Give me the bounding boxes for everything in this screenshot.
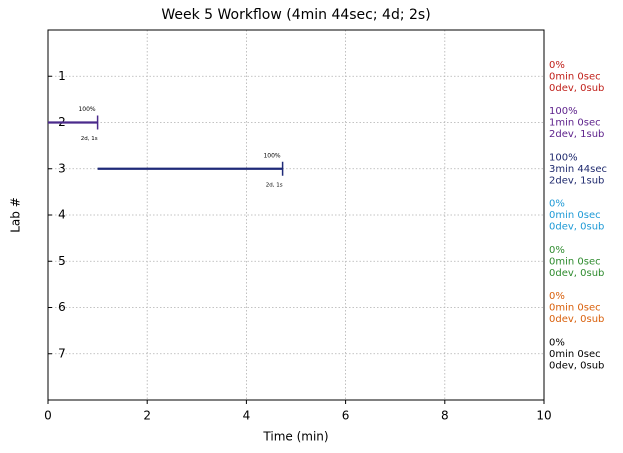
- segment-label: 100%: [78, 106, 95, 113]
- lab-annotation: 100%: [549, 106, 578, 117]
- lab-annotation: 3min 44sec: [549, 164, 607, 175]
- lab-annotation: 100%: [549, 152, 578, 163]
- lab-annotation: 0dev, 0sub: [549, 222, 604, 233]
- chart-title: Week 5 Workflow (4min 44sec; 4d; 2s): [161, 7, 430, 23]
- segment-label: 2d, 1s: [266, 182, 283, 188]
- x-tick-label: 0: [44, 409, 52, 423]
- lab-annotation: 0min 0sec: [549, 349, 601, 360]
- y-tick-label: 6: [58, 300, 66, 314]
- lab-annotation: 2dev, 1sub: [549, 175, 604, 186]
- lab-annotation: 0%: [549, 60, 565, 71]
- lab-annotation: 2dev, 1sub: [549, 129, 604, 140]
- x-tick-label: 6: [342, 409, 350, 423]
- lab-annotation: 0min 0sec: [549, 303, 601, 314]
- y-tick-label: 5: [58, 254, 66, 268]
- x-tick-label: 10: [536, 409, 551, 423]
- lab-annotation: 0min 0sec: [549, 210, 601, 221]
- y-tick-label: 4: [58, 208, 66, 222]
- x-tick-label: 4: [243, 409, 251, 423]
- y-tick-label: 3: [58, 161, 66, 175]
- lab-annotation: 0%: [549, 245, 565, 256]
- lab-annotation: 0%: [549, 291, 565, 302]
- plot-frame: [47, 29, 545, 401]
- segment-label: 100%: [263, 152, 280, 159]
- lab-annotation: 0dev, 0sub: [549, 268, 604, 279]
- lab-annotation: 0min 0sec: [549, 256, 601, 267]
- lab-annotation: 0dev, 0sub: [549, 360, 604, 371]
- lab-annotation: 0%: [549, 199, 565, 210]
- lab-annotation: 0min 0sec: [549, 71, 601, 82]
- y-tick-label: 1: [58, 69, 66, 83]
- lab-annotation: 0%: [549, 337, 565, 348]
- y-tick-label: 7: [58, 346, 66, 360]
- y-axis-label: Lab #: [9, 197, 23, 233]
- segment-label: 2d, 1s: [81, 136, 98, 142]
- x-tick-label: 8: [441, 409, 449, 423]
- lab-annotation: 0dev, 0sub: [549, 83, 604, 94]
- lab-annotation: 0dev, 0sub: [549, 314, 604, 325]
- x-tick-label: 2: [143, 409, 151, 423]
- x-axis-label: Time (min): [262, 430, 328, 444]
- lab-annotation: 1min 0sec: [549, 118, 601, 129]
